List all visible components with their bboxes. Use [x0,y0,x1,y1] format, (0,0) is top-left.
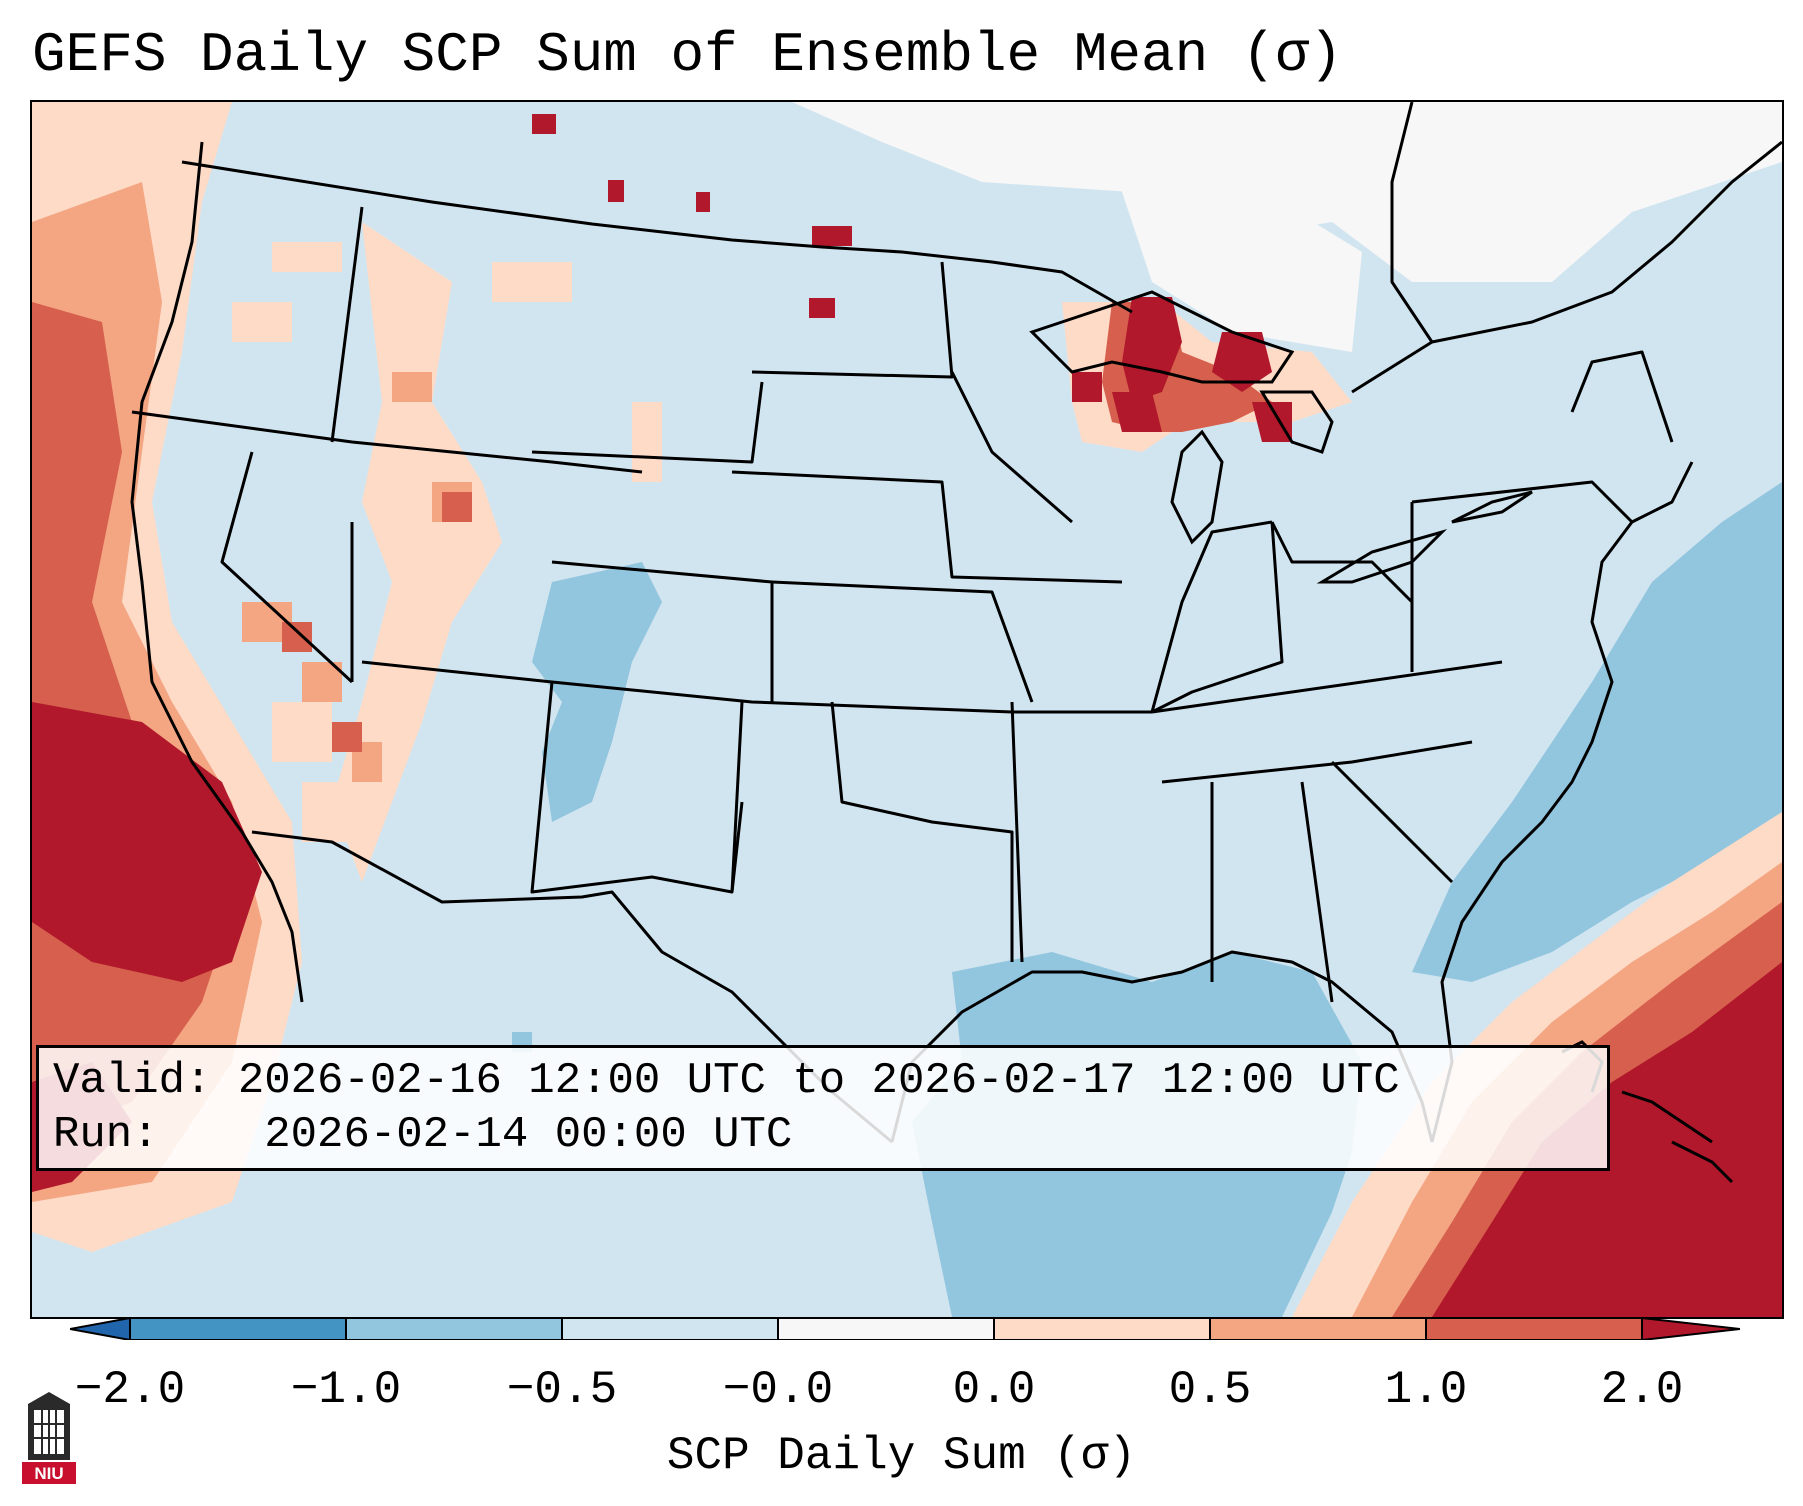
colorbar-tick: −0.5 [506,1364,618,1416]
colorbar-tick: 0.0 [952,1364,1036,1416]
colorbar-segment [562,1318,778,1340]
colorbar-tick: −2.0 [74,1364,186,1416]
colorbar-tick: 0.5 [1168,1364,1252,1416]
colorbar-tick: 1.0 [1384,1364,1468,1416]
valid-row: Valid: 2026-02-16 12:00 UTC to 2026-02-1… [53,1054,1593,1108]
colorbar-segment [1426,1318,1642,1340]
colorbar-segment [1210,1318,1426,1340]
colorbar-extend-high [1642,1318,1740,1340]
colorbar-segment [130,1318,346,1340]
colorbar-segment [346,1318,562,1340]
colorbar-extend-low [70,1318,130,1340]
colorbar-segment [778,1318,994,1340]
colorbar-tick: −1.0 [290,1364,402,1416]
run-row: Run: 2026-02-14 00:00 UTC [53,1108,1593,1162]
colorbar [70,1318,1740,1340]
colorbar-tick: 2.0 [1600,1364,1684,1416]
colorbar-segment [994,1318,1210,1340]
info-box: Valid: 2026-02-16 12:00 UTC to 2026-02-1… [36,1045,1610,1171]
run-value: 2026-02-14 00:00 UTC [264,1110,793,1160]
colorbar-tick: −0.0 [722,1364,834,1416]
colorbar-label: SCP Daily Sum (σ) [666,1430,1137,1482]
valid-value: 2026-02-16 12:00 UTC to 2026-02-17 12:00… [237,1056,1400,1106]
valid-label: Valid: [53,1056,212,1106]
run-label: Run: [53,1110,159,1160]
map-title: GEFS Daily SCP Sum of Ensemble Mean (σ) [32,23,1343,87]
logo-text: NIU [34,1464,63,1483]
niu-tower-logo-icon: NIU [22,1392,76,1484]
